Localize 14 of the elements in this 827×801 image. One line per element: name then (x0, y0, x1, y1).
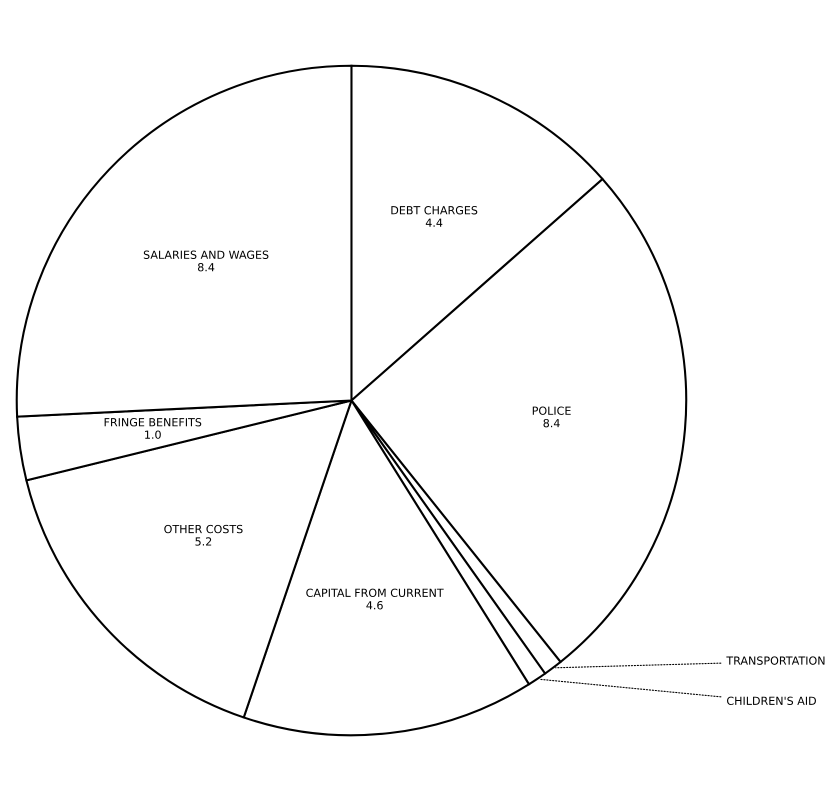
slice-label: CAPITAL FROM CURRENT (306, 588, 444, 598)
slice-label: OTHER COSTS (164, 524, 243, 534)
slice-label: CHILDREN'S AID (727, 696, 816, 705)
data-label: 4.6 (366, 601, 383, 610)
data-label: 4.4 (426, 218, 442, 227)
slice-label: TRANSPORTATION (726, 656, 824, 665)
data-label: 8.4 (198, 262, 214, 272)
data-label: 1.0 (145, 430, 161, 439)
slice-label: DEBT CHARGES (391, 206, 478, 214)
slice-label: SALARIES AND WAGES (144, 250, 268, 259)
data-label: 5.2 (195, 537, 212, 546)
slice-label: POLICE (532, 406, 571, 415)
slice-label: FRINGE BENEFITS (104, 418, 202, 426)
data-label: 8.4 (543, 418, 560, 428)
